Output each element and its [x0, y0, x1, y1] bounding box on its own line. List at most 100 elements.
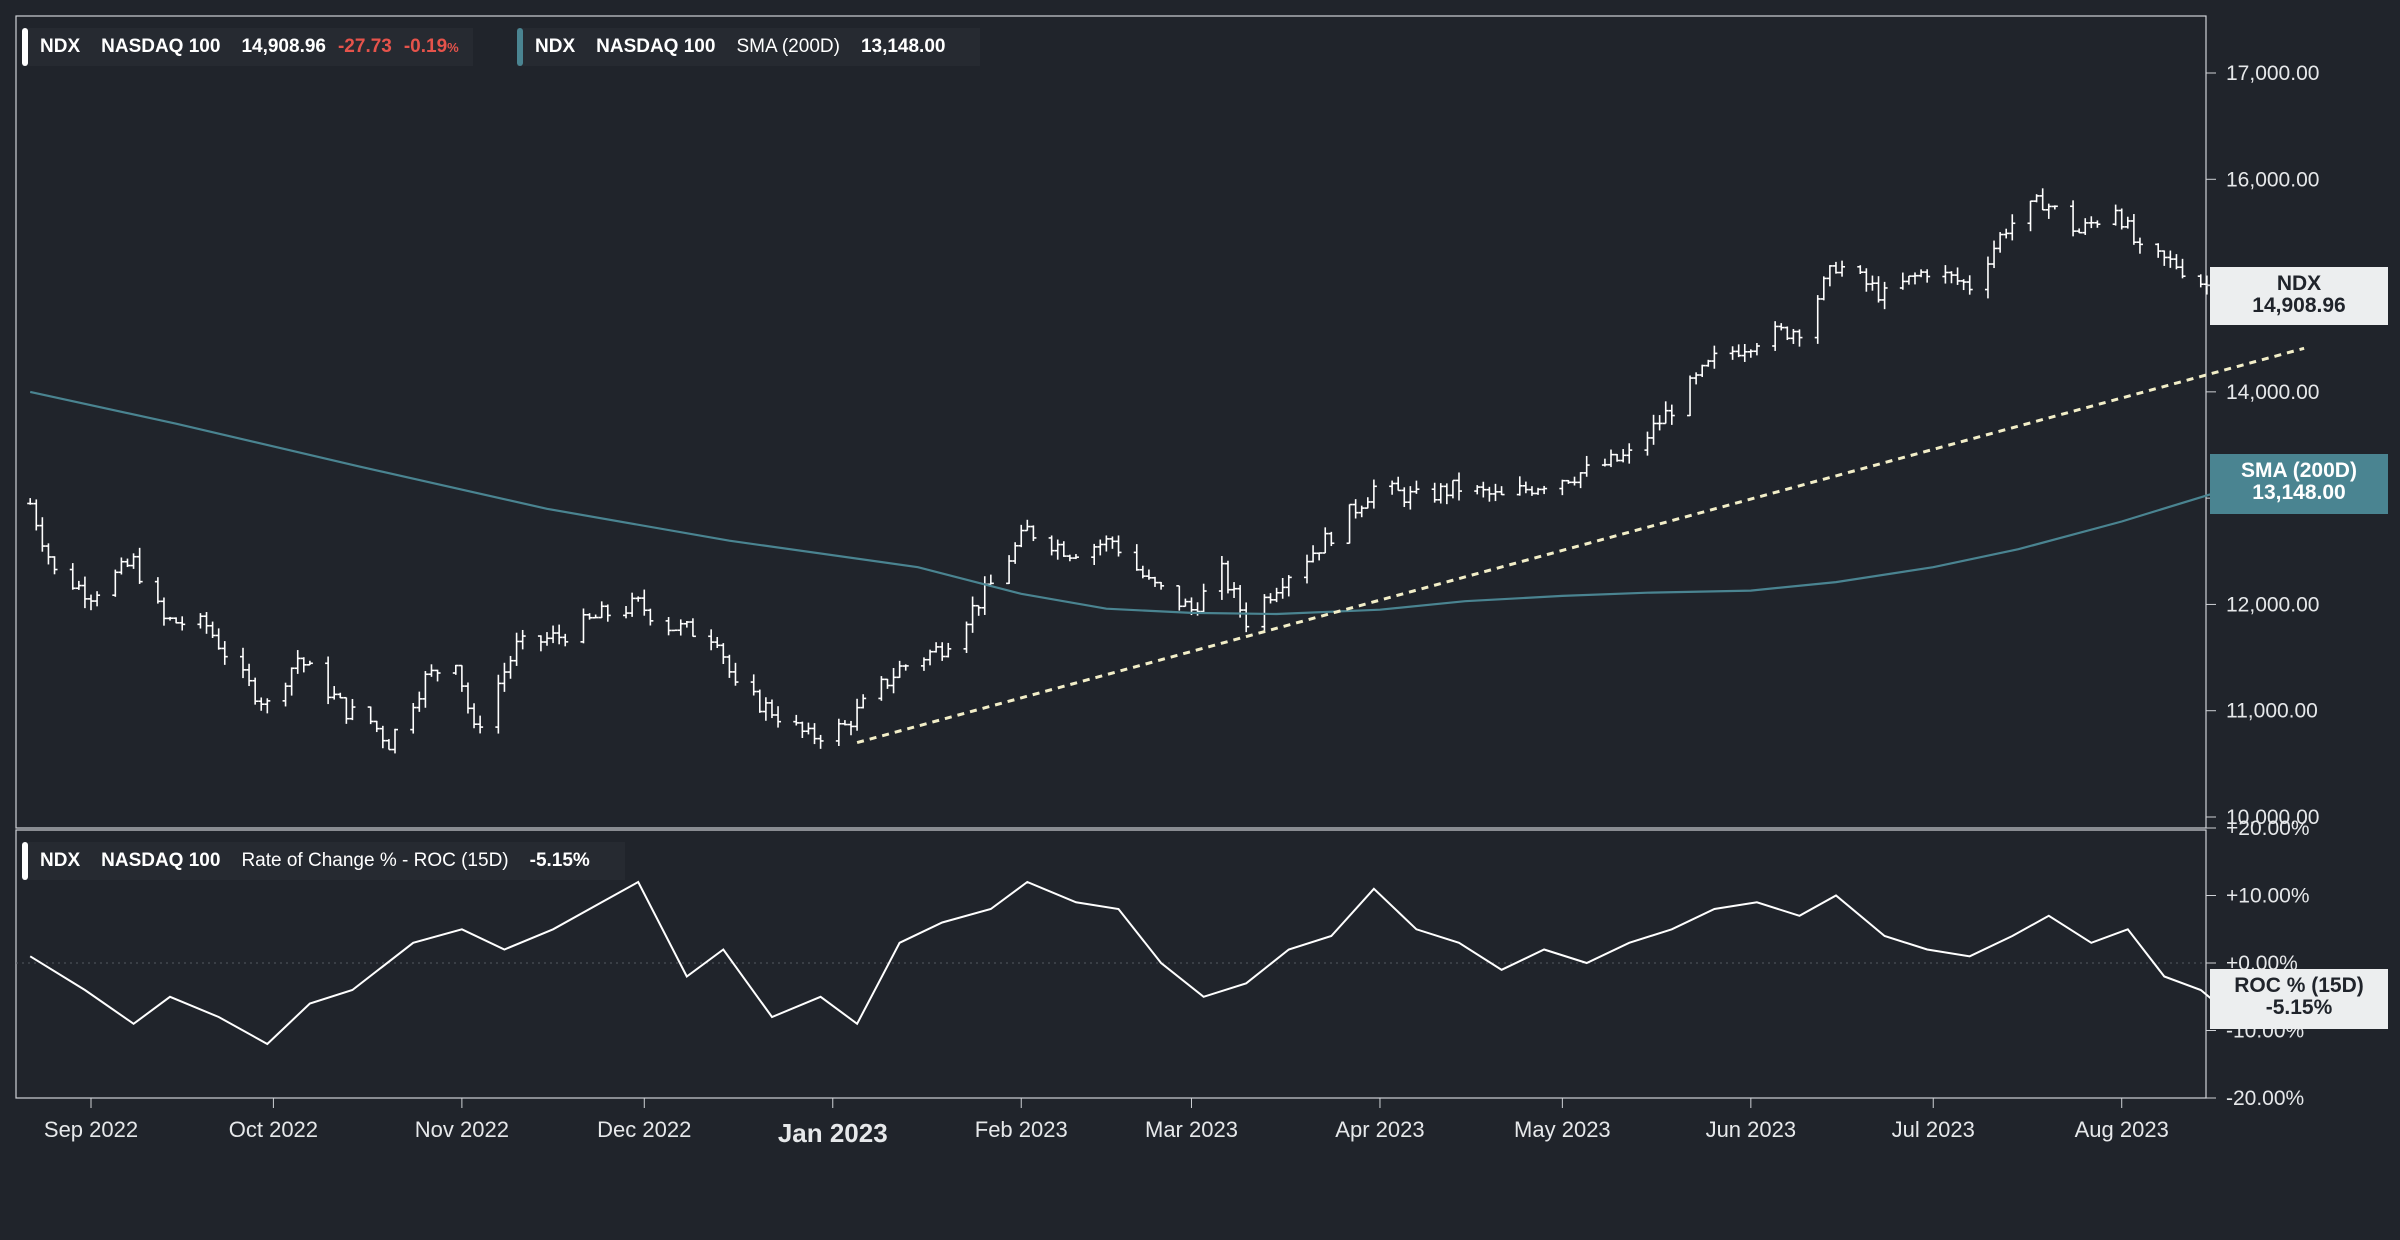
price-legend[interactable]: NDX NASDAQ 100 14,908.96 -27.73 -0.19% [22, 28, 473, 66]
price-bar [112, 569, 119, 597]
price-legend-name: NASDAQ 100 [101, 36, 221, 57]
price-bar [1960, 279, 1967, 291]
price-bar [282, 682, 289, 707]
price-bar [811, 723, 818, 745]
price-bar [2094, 220, 2101, 228]
price-axis-label: 16,000.00 [2226, 168, 2319, 191]
sma-legend-indicator: SMA (200D) [736, 36, 840, 57]
roc-legend-indicator: Rate of Change % - ROC (15D) [241, 850, 509, 871]
price-bar [1997, 232, 2004, 253]
price-bar [793, 714, 800, 726]
price-legend-last: 14,908.96 [241, 36, 326, 57]
x-axis-label: Sep 2022 [44, 1117, 138, 1142]
price-bar [537, 635, 544, 652]
price-bar [416, 691, 423, 712]
price-bar [1158, 581, 1165, 590]
price-bar [604, 604, 611, 622]
price-bar [963, 621, 970, 653]
price-axis-label: 12,000.00 [2226, 593, 2319, 616]
price-bar [1814, 295, 1821, 344]
price-bar [878, 676, 885, 701]
price-bar [1012, 542, 1019, 564]
sma-legend[interactable]: NDX NASDAQ 100 SMA (200D) 13,148.00 [517, 28, 981, 66]
price-bar [27, 498, 34, 505]
price-bar [1072, 554, 1079, 560]
price-bar [1705, 359, 1712, 367]
x-axis-label: Jun 2023 [1706, 1117, 1797, 1142]
price-legend-swatch [22, 28, 28, 66]
price-bar [1231, 582, 1238, 598]
price-bar [258, 697, 265, 711]
roc-value-tag-label: ROC % (15D) [2234, 974, 2364, 997]
price-bar [2076, 228, 2083, 234]
price-legend-symbol: NDX [40, 36, 81, 57]
price-bar [471, 703, 478, 729]
price-axis-label: 11,000.00 [2226, 700, 2318, 723]
price-bar [1389, 480, 1396, 495]
price-bar [1498, 486, 1505, 496]
price-bar [325, 656, 332, 705]
price-bar [209, 621, 216, 639]
price-bar [1316, 552, 1323, 561]
price-bar [1200, 583, 1207, 613]
price-bar [136, 547, 143, 584]
price-bar [264, 698, 271, 714]
sma-price-tag-label: SMA (200D) [2241, 459, 2357, 482]
price-bar [1991, 240, 1998, 269]
price-bar [1182, 598, 1189, 608]
price-bar [714, 636, 721, 648]
price-bar [246, 663, 253, 687]
price-bar [586, 613, 593, 620]
price-bar [1346, 503, 1353, 545]
price-bar [1443, 483, 1450, 505]
price-bar [495, 674, 502, 734]
price-bar [1310, 545, 1317, 563]
x-axis-label: Mar 2023 [1145, 1117, 1238, 1142]
price-bar [1395, 476, 1402, 492]
x-axis-label: Aug 2023 [2075, 1117, 2169, 1142]
price-bar [507, 655, 514, 679]
price-bar [732, 662, 739, 686]
price-bar [173, 617, 180, 624]
price-bar [1541, 485, 1548, 495]
price-bar [1899, 272, 1906, 290]
sma-legend-value: 13,148.00 [860, 36, 946, 57]
price-bar [1699, 364, 1706, 378]
price-bar [294, 650, 301, 674]
price-bar [2033, 194, 2040, 203]
price-bar [1024, 519, 1031, 532]
price-bar [221, 641, 228, 665]
price-bar [1358, 505, 1365, 518]
price-bar [306, 660, 313, 666]
price-bar [179, 616, 186, 631]
roc-axis-label: +10.00% [2226, 885, 2310, 908]
axis-layer: 10,000.0011,000.0012,000.0013,000.0014,0… [44, 62, 2320, 1148]
roc-legend-symbol: NDX [40, 850, 81, 871]
price-bar [647, 608, 654, 626]
price-bar [1401, 487, 1408, 508]
price-bar [1820, 276, 1827, 301]
price-bar [167, 616, 174, 621]
price-bar [1857, 265, 1864, 274]
price-bar [88, 594, 94, 611]
price-bar [550, 625, 557, 644]
price-bar [513, 632, 520, 666]
x-axis-label: Apr 2023 [1335, 1117, 1424, 1142]
price-bar [1480, 481, 1487, 498]
price-bar [69, 563, 76, 590]
price-bar [367, 706, 374, 725]
price-bar [118, 557, 125, 575]
roc-legend[interactable]: NDX NASDAQ 100 Rate of Change % - ROC (1… [22, 842, 625, 880]
price-bar [1492, 483, 1499, 502]
price-bar [1364, 497, 1371, 509]
price-bar [1863, 268, 1870, 292]
price-bar [2070, 200, 2077, 237]
price-bar [2167, 250, 2174, 268]
price-bar [1668, 404, 1675, 425]
price-bar [848, 720, 854, 736]
price-bar [1431, 482, 1438, 503]
price-bar [410, 702, 417, 734]
price-bar [635, 596, 642, 602]
price-bar [1656, 415, 1663, 431]
